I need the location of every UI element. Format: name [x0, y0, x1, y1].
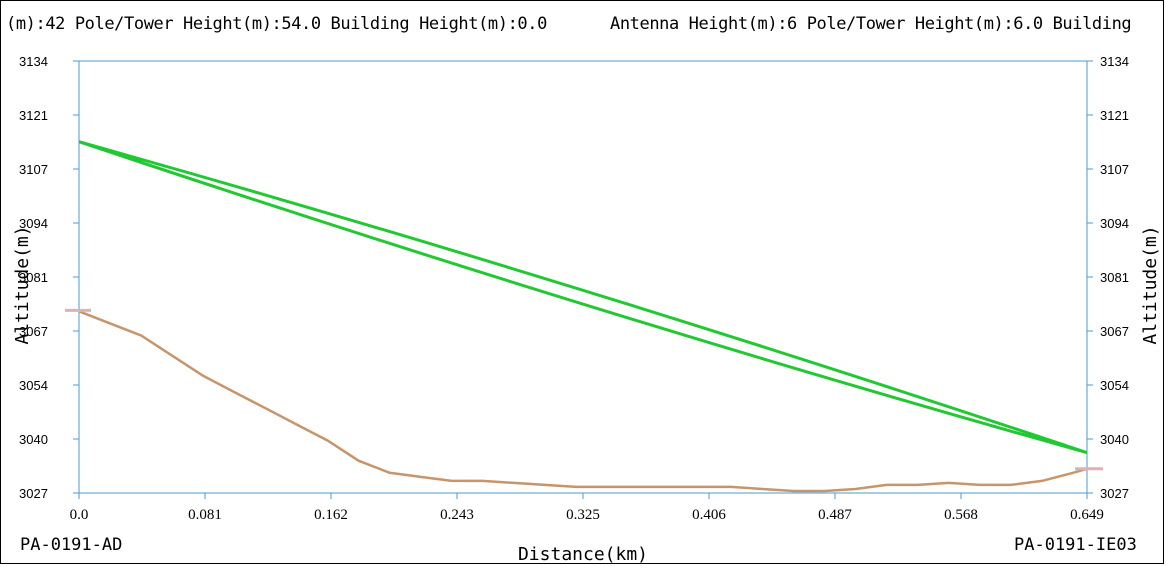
y-tick-label-left: 3027: [19, 486, 48, 501]
y-tick-label-right: 3040: [1100, 432, 1129, 447]
series-group: [65, 140, 1103, 493]
y-tick-label-right: 3067: [1100, 324, 1129, 339]
y-tick-label-right: 3121: [1100, 108, 1129, 123]
terrain-profile-line: [78, 310, 1088, 493]
link-line-of-sight: [78, 140, 1088, 455]
y-tick-label-right: 3054: [1100, 378, 1129, 393]
x-tick-label: 0.568: [944, 507, 978, 523]
y-tick-label-left: 3121: [19, 108, 48, 123]
y-tick-label-right: 3094: [1100, 216, 1129, 231]
site-left-label: PA-0191-AD: [20, 535, 123, 555]
y-tick-label-right: 3027: [1100, 486, 1129, 501]
y-axis-label-right: Altitude(m): [1140, 225, 1161, 344]
y-tick-label-left: 3054: [19, 378, 48, 393]
header-left-text: (m):42 Pole/Tower Height(m):54.0 Buildin…: [6, 14, 547, 34]
x-tick-label: 0.487: [818, 507, 852, 523]
y-tick-label-left: 3040: [19, 432, 48, 447]
x-tick-label: 0.406: [692, 507, 726, 523]
x-tick-label: 0.243: [440, 507, 474, 523]
x-tick-label: 0.325: [566, 507, 600, 523]
x-tick-label: 0.162: [314, 507, 348, 523]
x-tick-label: 0.0: [70, 507, 89, 523]
site-right-label: PA-0191-IE03: [1014, 535, 1137, 555]
y-tick-label-left: 3067: [19, 324, 48, 339]
y-tick-label-left: 3081: [19, 270, 48, 285]
y-tick-label-left: 3134: [19, 54, 48, 69]
x-tick-label: 0.649: [1070, 507, 1104, 523]
y-tick-label-left: 3094: [19, 216, 48, 231]
y-tick-label-right: 3081: [1100, 270, 1129, 285]
x-axis-label: Distance(km): [518, 544, 648, 565]
y-tick-label-right: 3107: [1100, 162, 1129, 177]
header-right-text: Antenna Height(m):6 Pole/Tower Height(m)…: [610, 14, 1132, 34]
ticks-group: 3027 3027 3040 3040 3054 3054 3067 3067 3081 3081…: [19, 54, 1129, 523]
y-tick-label-left: 3107: [19, 162, 48, 177]
x-tick-label: 0.081: [188, 507, 222, 523]
axes-group: [78, 60, 1088, 494]
y-tick-label-right: 3134: [1100, 54, 1129, 69]
y-axis-label-left: Altitude(m): [12, 225, 33, 344]
